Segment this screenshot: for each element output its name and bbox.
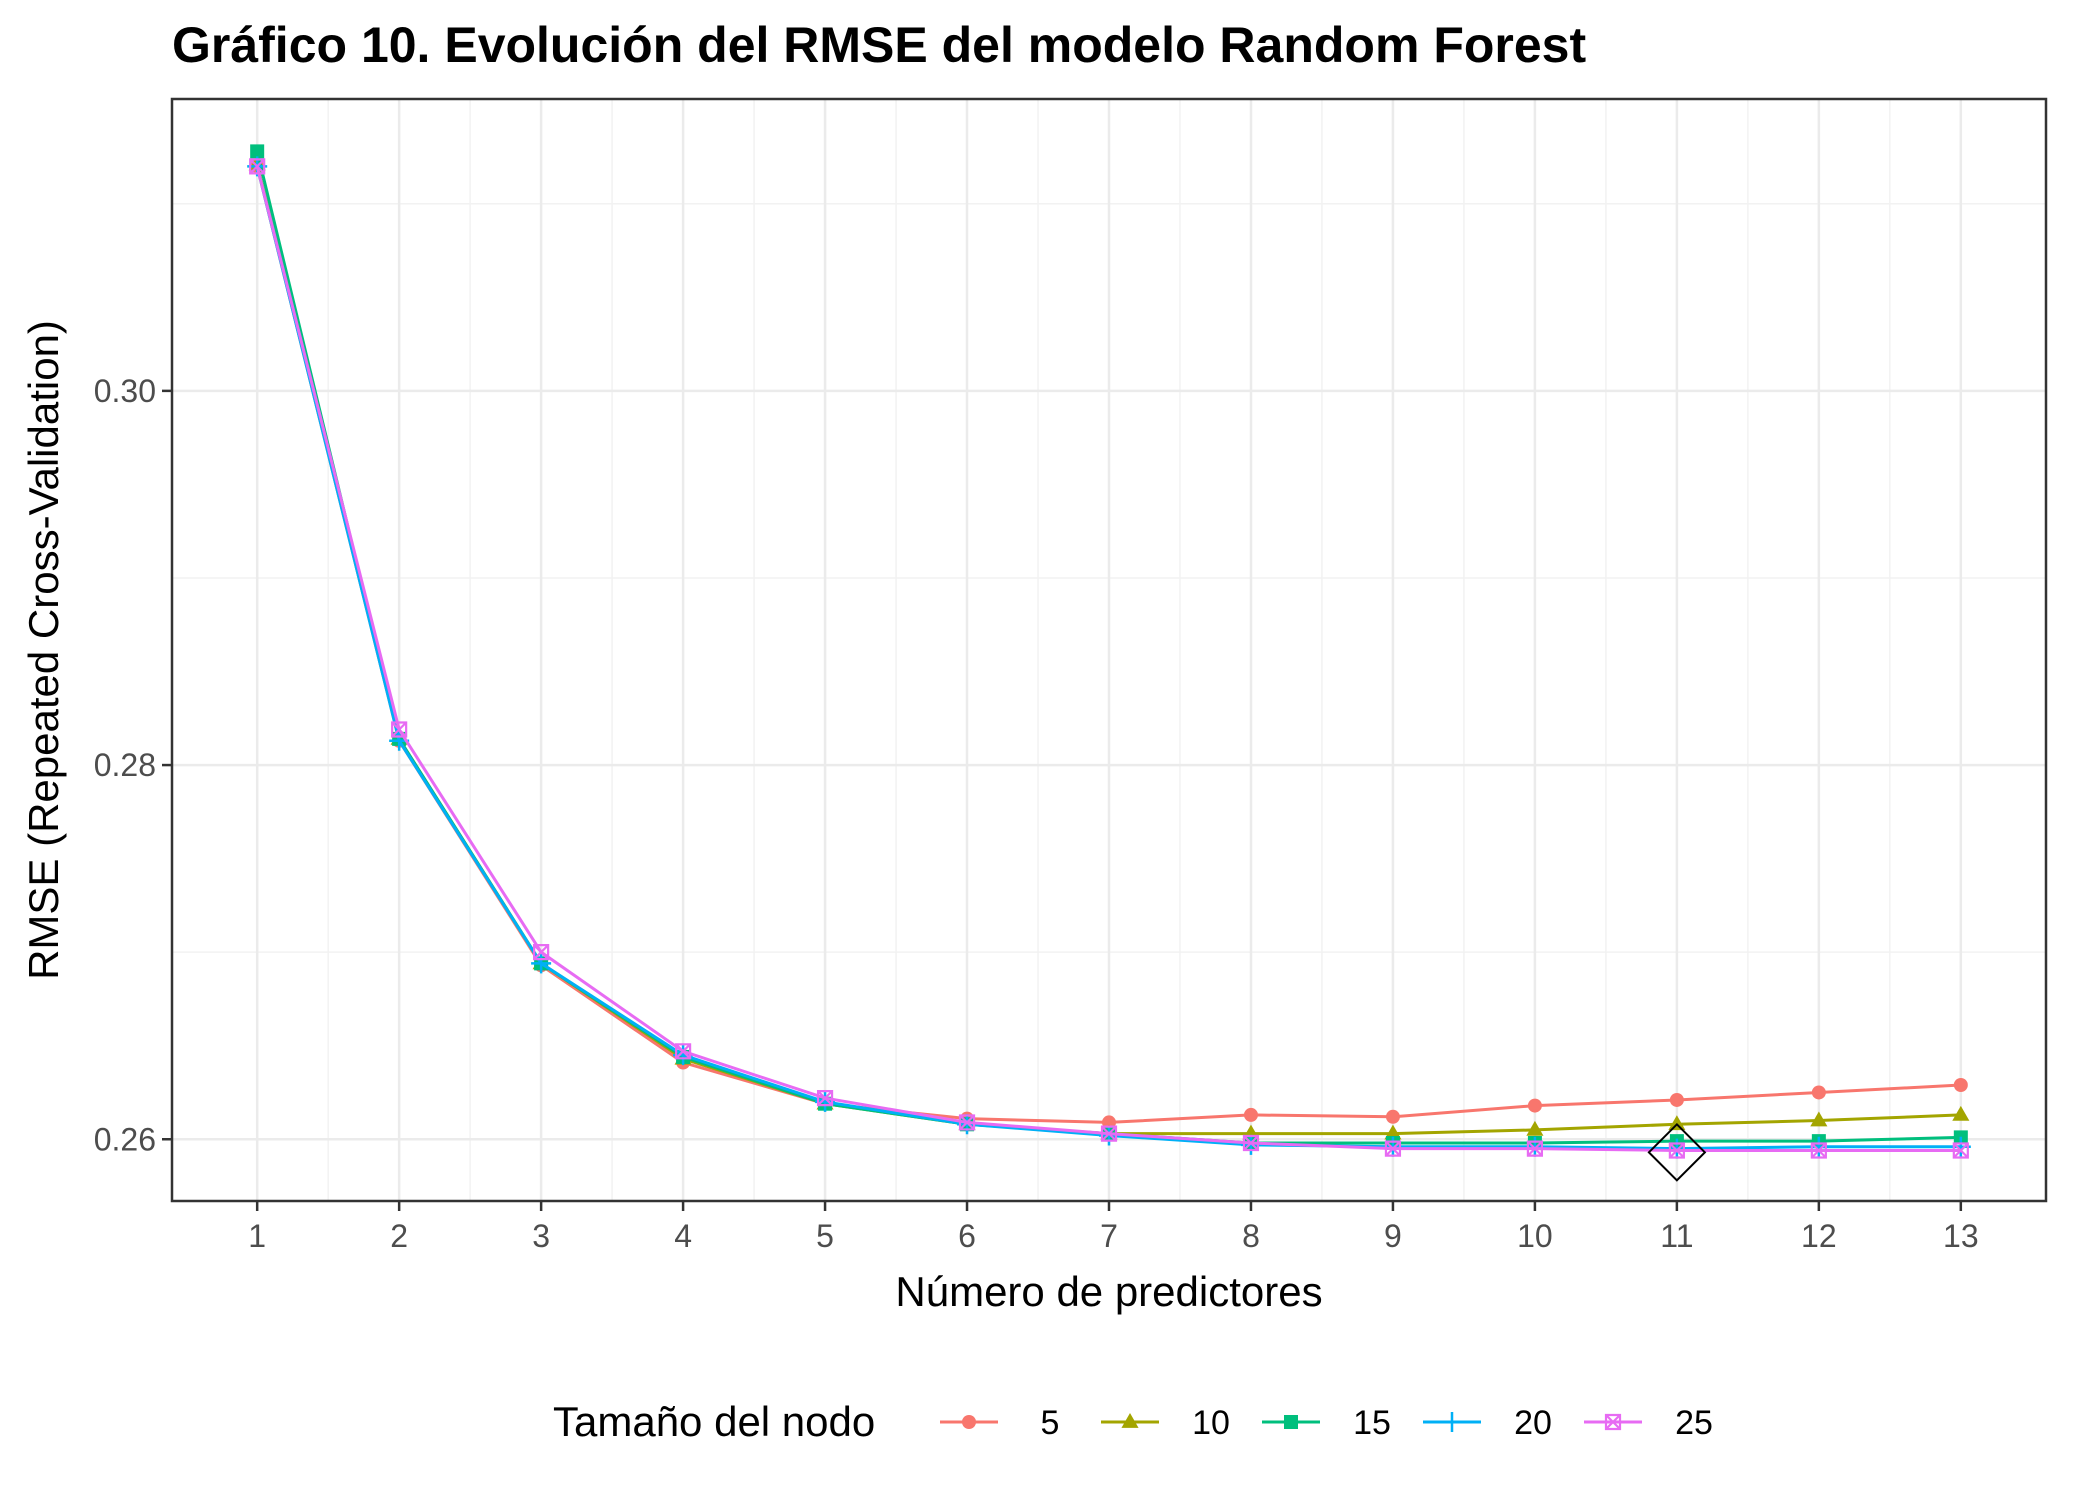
legend-key-15 xyxy=(1262,1415,1320,1429)
y-axis-label: RMSE (Repeated Cross-Validation) xyxy=(20,320,67,980)
legend-key-5 xyxy=(940,1415,998,1429)
legend-label-20: 20 xyxy=(1514,1404,1552,1442)
data-point-25 xyxy=(249,158,266,175)
axes: 1 2 3 4 5 6 7 8 9 10 11 12 130.260.280.30 xyxy=(94,373,1979,1254)
x-tick-label: 9 xyxy=(1384,1218,1402,1254)
legend-title: Tamaño del nodo xyxy=(553,1398,875,1445)
x-tick-label: 12 xyxy=(1801,1218,1837,1254)
x-tick-label: 3 xyxy=(532,1218,550,1254)
data-point-25 xyxy=(674,1043,692,1060)
x-tick-label: 8 xyxy=(1242,1218,1260,1254)
data-point-5 xyxy=(1385,1109,1400,1124)
x-tick-label: 7 xyxy=(1100,1218,1118,1254)
data-point-10 xyxy=(1810,1111,1828,1127)
data-point-5 xyxy=(1243,1107,1258,1122)
legend-label-25: 25 xyxy=(1675,1404,1713,1442)
legend-label-5: 5 xyxy=(1041,1404,1060,1442)
legend-key-25 xyxy=(1584,1413,1642,1431)
highlight-group xyxy=(1647,1122,1707,1182)
legend: Tamaño del nodo 5 10 15 20 25 xyxy=(553,1398,1713,1445)
data-point-25 xyxy=(816,1090,834,1107)
y-tick-label: 0.30 xyxy=(94,373,156,409)
legend-marker xyxy=(962,1415,976,1429)
x-tick-label: 4 xyxy=(674,1218,692,1254)
data-point-10 xyxy=(1952,1105,1970,1121)
data-point-15 xyxy=(250,144,265,159)
data-point-25 xyxy=(1384,1140,1402,1157)
data-point-25 xyxy=(1668,1142,1685,1159)
data-point-25 xyxy=(533,944,550,961)
legend-marker xyxy=(1121,1413,1139,1428)
legend-label-10: 10 xyxy=(1192,1404,1230,1442)
legend-marker xyxy=(1442,1412,1462,1432)
legend-marker xyxy=(1604,1413,1622,1431)
data-point-25 xyxy=(391,721,408,738)
legend-marker xyxy=(1284,1415,1298,1429)
x-tick-label: 6 xyxy=(958,1218,976,1254)
data-point-25 xyxy=(1952,1142,1969,1159)
data-point-5 xyxy=(1953,1078,1968,1092)
series-25 xyxy=(249,158,1969,1159)
legend-key-20 xyxy=(1423,1412,1481,1432)
legend-label-15: 15 xyxy=(1353,1404,1391,1442)
x-tick-label: 5 xyxy=(816,1218,834,1254)
x-tick-label: 2 xyxy=(390,1218,408,1254)
data-point-10 xyxy=(1668,1115,1686,1131)
data-point-20 xyxy=(531,953,552,974)
data-point-10 xyxy=(1526,1120,1544,1136)
data-point-25 xyxy=(1810,1142,1827,1159)
x-tick-label: 13 xyxy=(1943,1218,1979,1254)
data-point-25 xyxy=(1242,1134,1260,1152)
x-tick-label: 1 xyxy=(248,1218,266,1254)
x-tick-label: 10 xyxy=(1517,1218,1553,1254)
grid xyxy=(172,99,2046,1201)
data-point-25 xyxy=(958,1114,976,1131)
x-tick-label: 11 xyxy=(1660,1218,1693,1254)
data-point-25 xyxy=(1526,1140,1544,1157)
data-point-25 xyxy=(1100,1125,1118,1142)
best-model-marker xyxy=(1647,1122,1707,1182)
data-point-5 xyxy=(1527,1098,1542,1113)
data-point-5 xyxy=(1669,1092,1684,1107)
x-axis-label: Número de predictores xyxy=(895,1268,1322,1315)
chart-title: Gráfico 10. Evolución del RMSE del model… xyxy=(172,17,1586,73)
y-tick-label: 0.26 xyxy=(94,1121,156,1157)
data-point-10 xyxy=(1384,1124,1402,1140)
y-tick-label: 0.28 xyxy=(94,747,156,783)
data-point-5 xyxy=(1811,1085,1826,1100)
legend-key-10 xyxy=(1101,1413,1159,1428)
